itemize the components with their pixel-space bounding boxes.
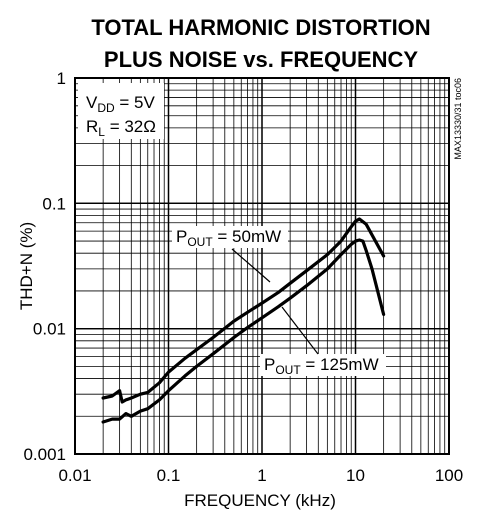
y-tick-label: 1 bbox=[57, 69, 66, 88]
x-tick-label: 0.1 bbox=[157, 466, 181, 485]
y-tick-label: 0.01 bbox=[33, 320, 66, 339]
chart-title-line1: TOTAL HARMONIC DISTORTION bbox=[91, 15, 430, 40]
series-label-50mw: POUT = 50mW bbox=[172, 226, 288, 283]
svg-text:POUT = 50mW: POUT = 50mW bbox=[176, 227, 281, 249]
series-line-50mw bbox=[101, 217, 386, 404]
y-tick-label: 0.001 bbox=[23, 445, 66, 464]
x-tick-label: 1 bbox=[257, 466, 266, 485]
svg-text:POUT = 125mW: POUT = 125mW bbox=[264, 355, 379, 377]
x-axis-label: FREQUENCY (kHz) bbox=[184, 491, 336, 510]
y-tick-label: 0.1 bbox=[42, 194, 66, 213]
series-lines bbox=[101, 217, 386, 424]
rl-condition: RL = 32Ω bbox=[86, 117, 156, 139]
y-axis-label: THD+N (%) bbox=[17, 222, 36, 310]
x-tick-label: 100 bbox=[435, 466, 463, 485]
plot-frame bbox=[74, 77, 450, 455]
x-tick-label: 10 bbox=[346, 466, 365, 485]
chart-title-line2: PLUS NOISE vs. FREQUENCY bbox=[104, 47, 419, 72]
x-tick-label: 0.01 bbox=[58, 466, 91, 485]
conditions-box: VDD = 5V RL = 32Ω bbox=[78, 83, 164, 139]
vdd-condition: VDD = 5V bbox=[86, 93, 156, 115]
series-line-125mw bbox=[101, 238, 386, 424]
grid bbox=[74, 77, 450, 455]
tick-labels: 0.01 0.1 1 10 100 0.001 0.01 0.1 1 bbox=[23, 69, 463, 485]
series-label-125mw: POUT = 125mW bbox=[260, 306, 386, 377]
part-number: MAX13330/31 toc06 bbox=[453, 78, 463, 160]
